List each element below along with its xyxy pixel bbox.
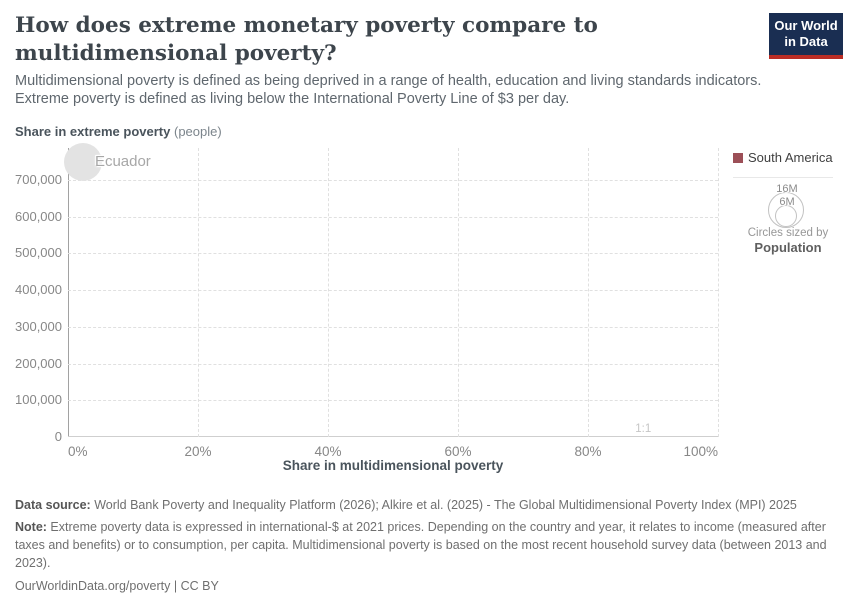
data-source-label: Data source: xyxy=(15,498,91,512)
subtitle-line-2: Extreme poverty is defined as living bel… xyxy=(15,91,570,108)
plot-area: 0 100,000 200,000 300,000 400,000 500,000 600,… xyxy=(15,142,719,459)
size-legend-inner-label: 6M xyxy=(779,196,795,208)
gridline-y-400000 xyxy=(68,290,718,292)
gridline-y-200000 xyxy=(68,363,718,365)
gridline-y-500000 xyxy=(68,253,718,255)
chart-footer: Data source: World Bank Poverty and Ineq… xyxy=(15,496,837,599)
x-tick-label-100: 100% xyxy=(683,444,718,459)
y-tick-label-100000: 100,000 xyxy=(15,392,62,408)
legend-label: South America xyxy=(748,150,833,165)
color-legend: South America xyxy=(733,150,843,165)
y-axis-title: Share in extreme poverty (people) xyxy=(15,124,222,139)
y-tick-label-600000: 600,000 xyxy=(15,208,62,224)
note-line: Note: Extreme poverty data is expressed … xyxy=(15,518,837,572)
legend-swatch xyxy=(733,152,743,163)
y-axis-title-main: Share in extreme poverty xyxy=(15,124,171,139)
x-tick-label-0: 0% xyxy=(68,444,88,459)
gridline-y-100000 xyxy=(68,400,718,402)
note-label: Note: xyxy=(15,520,47,535)
size-legend-outer-label: 16M xyxy=(776,183,798,195)
size-legend-inner-circle xyxy=(775,205,797,227)
note-text: Extreme poverty data is expressed in int… xyxy=(15,520,827,571)
gridline-x-80 xyxy=(588,148,589,437)
owid-logo-line1: Our World xyxy=(774,18,838,33)
gridline-x-100 xyxy=(718,148,719,437)
gridline-x-60 xyxy=(458,148,459,437)
x-axis-line xyxy=(68,436,718,437)
y-axis-line xyxy=(68,148,69,437)
legend-divider xyxy=(733,177,833,178)
data-point-ecuador[interactable] xyxy=(63,142,102,181)
owid-logo[interactable]: Our World in Data xyxy=(769,13,843,59)
y-tick-label-200000: 200,000 xyxy=(15,355,62,371)
owid-logo-line2: in Data xyxy=(784,34,828,50)
y-axis-title-unit: (people) xyxy=(173,124,222,139)
gridline-y-600000 xyxy=(68,216,718,218)
ratio-1-1-label: 1:1 xyxy=(635,423,652,435)
subtitle-line-1: Multidimensional poverty is defined as b… xyxy=(15,73,762,89)
data-point-label-ecuador[interactable]: Ecuador xyxy=(94,152,151,170)
size-legend-caption-bold: Population xyxy=(754,240,822,255)
y-tick-label-300000: 300,000 xyxy=(15,318,62,334)
y-tick-label-700000: 700,000 xyxy=(15,171,62,187)
cc-by-link[interactable]: OurWorldinData.org/poverty | CC BY xyxy=(15,578,219,593)
size-legend-caption: Circles sized by xyxy=(747,227,829,239)
gridline-y-300000 xyxy=(68,326,718,328)
x-tick-label-40: 40% xyxy=(314,444,342,459)
page-title: How does extreme monetary poverty compar… xyxy=(15,13,598,66)
y-tick-label-0: 0 xyxy=(54,429,62,444)
x-tick-label-80: 80% xyxy=(574,444,602,459)
gridline-y-700000 xyxy=(68,179,718,181)
size-legend-outer-circle xyxy=(768,192,804,228)
chart-subtitle: Multidimensional poverty is defined as b… xyxy=(15,72,775,108)
y-tick-label-400000: 400,000 xyxy=(15,282,62,298)
gridline-x-20 xyxy=(198,148,199,437)
data-source-text: World Bank Poverty and Inequality Platfo… xyxy=(90,498,797,512)
gridline-x-40 xyxy=(328,148,329,437)
y-tick-label-500000: 500,000 xyxy=(15,245,62,261)
data-source-line: Data source: World Bank Poverty and Ineq… xyxy=(15,496,837,514)
x-tick-label-60: 60% xyxy=(444,444,472,459)
legend-item-south-america[interactable]: South America xyxy=(733,150,843,165)
x-tick-label-20: 20% xyxy=(184,444,212,459)
x-axis-title: Share in multidimensional poverty xyxy=(282,458,504,473)
